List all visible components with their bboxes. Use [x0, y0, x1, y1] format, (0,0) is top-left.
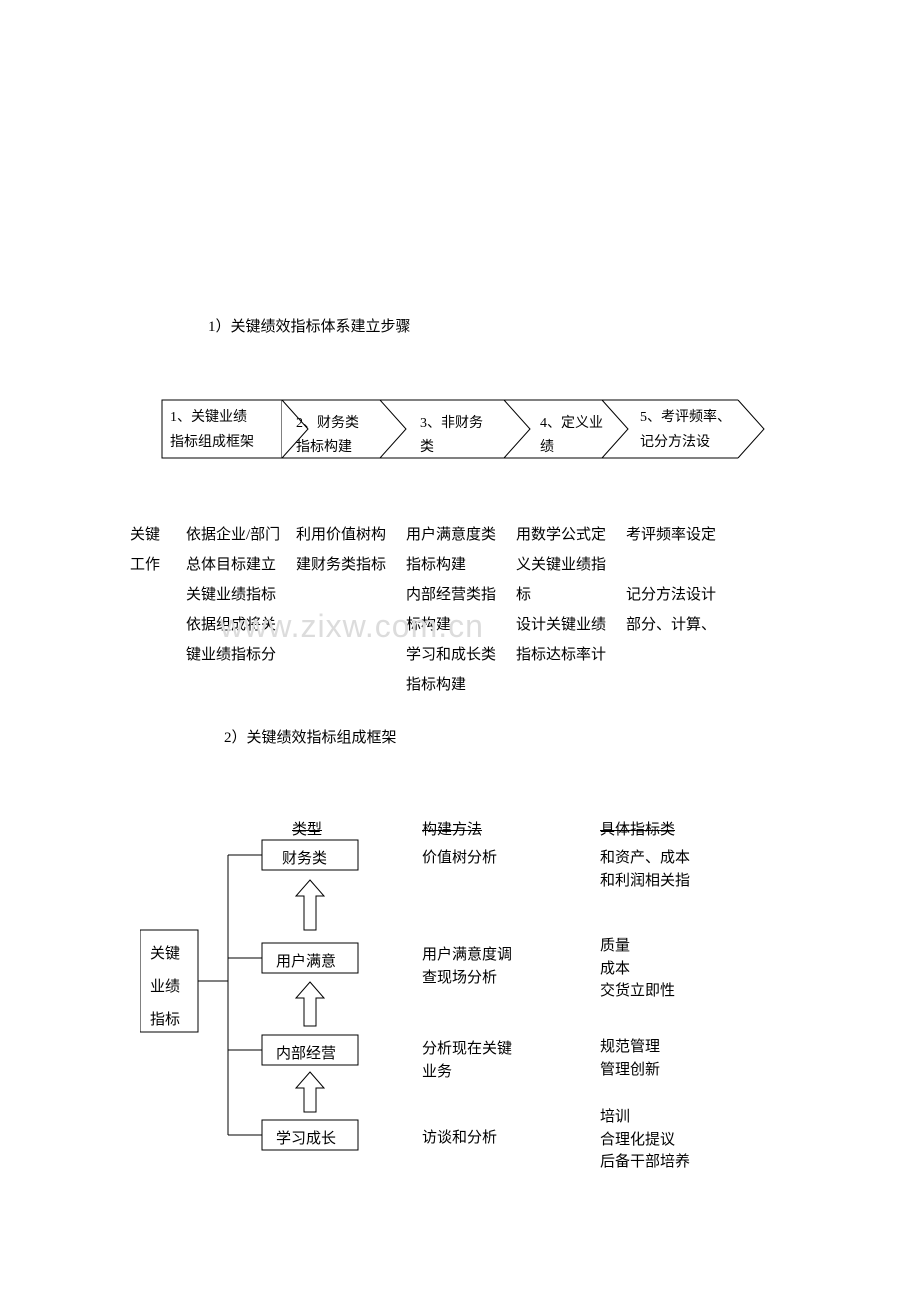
chevron-1-text: 1、关键业绩 指标组成框架: [170, 405, 254, 455]
chevron-4-text: 4、定义业 绩: [540, 412, 603, 460]
heading-1: 1）关键绩效指标体系建立步骤: [208, 315, 411, 336]
method-3: 分析现在关键 业务: [422, 1038, 512, 1083]
indicator-3: 规范管理 管理创新: [600, 1036, 660, 1081]
detail-col-2: 利用价值树构 建财务类指标: [296, 520, 406, 580]
side-label: 关键 工作: [130, 520, 160, 580]
type-4: 学习成长: [276, 1127, 336, 1148]
detail-col-1: 依据企业/部门 总体目标建立 关键业绩指标 依据组成将关 键业绩指标分: [186, 520, 296, 670]
detail-col-3: 用户满意度类 指标构建 内部经营类指 标构建 学习和成长类 指标构建: [406, 520, 516, 700]
indicator-2: 质量 成本 交货立即性: [600, 935, 675, 1003]
chevron-row: [160, 392, 860, 477]
indicator-1: 和资产、成本 和利润相关指: [600, 847, 690, 892]
method-4: 访谈和分析: [422, 1127, 497, 1150]
framework-header-2: 构建方法: [422, 818, 482, 839]
method-1: 价值树分析: [422, 847, 497, 870]
chevron-svg: [160, 392, 860, 472]
framework-header-3: 具体指标类: [600, 818, 675, 839]
type-2: 用户满意: [276, 950, 336, 971]
detail-col-4: 用数学公式定 义关键业绩指 标 设计关键业绩 指标达标率计: [516, 520, 626, 670]
chevron-2-text: 2、财务类 指标构建: [296, 412, 359, 460]
heading-2: 2）关键绩效指标组成框架: [224, 726, 397, 747]
indicator-4: 培训 合理化提议 后备干部培养: [600, 1106, 690, 1174]
framework-root-label: 关键 业绩 指标: [150, 938, 180, 1037]
detail-col-5: 考评频率设定 记分方法设计 部分、计算、: [626, 520, 746, 640]
type-1: 财务类: [282, 847, 327, 868]
chevron-3-text: 3、非财务 类: [420, 412, 483, 460]
method-2: 用户满意度调 查现场分析: [422, 944, 512, 989]
type-3: 内部经营: [276, 1042, 336, 1063]
chevron-5-text: 5、考评频率、 记分方法设: [640, 405, 731, 455]
